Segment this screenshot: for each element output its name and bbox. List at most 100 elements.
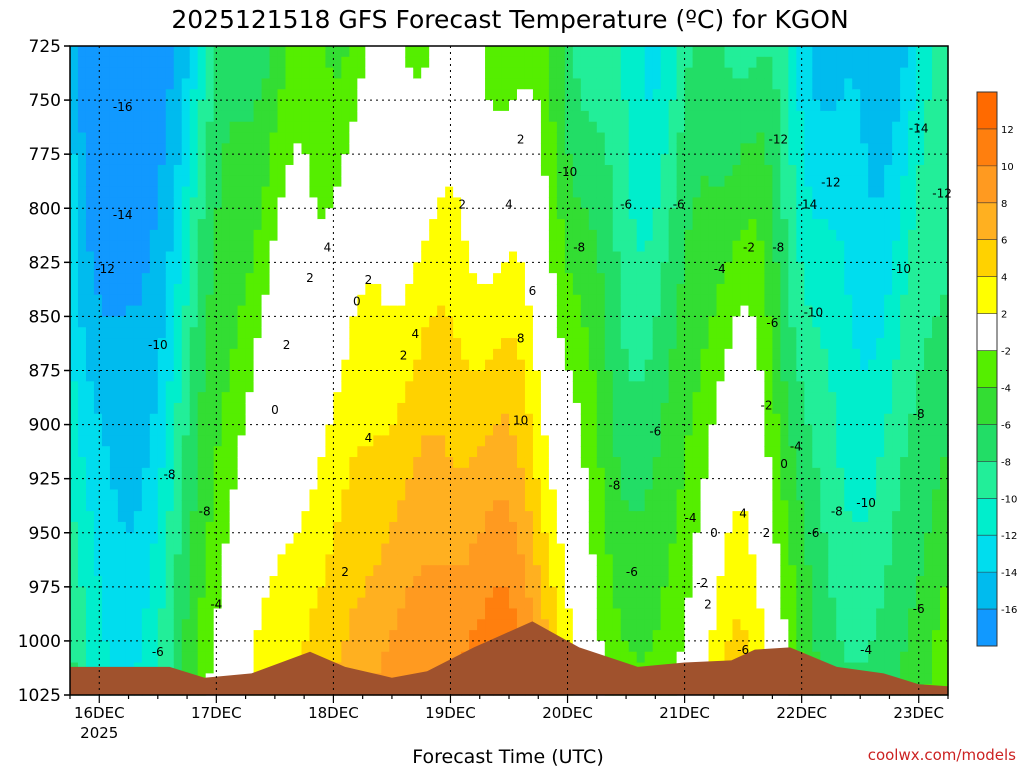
field-cell [532,597,542,610]
field-cell [532,489,542,501]
field-cell [333,110,342,123]
field-cell [724,262,734,274]
field-cell [173,273,183,285]
field-cell [716,316,726,328]
field-cell [429,164,438,177]
field-cell [285,56,295,69]
field-cell [668,576,678,588]
field-cell [644,240,654,253]
field-cell [413,338,422,350]
field-cell [381,132,390,144]
field-cell [524,597,534,610]
field-cell [85,597,95,610]
field-cell [604,348,614,361]
field-cell [540,186,550,199]
field-cell [341,121,350,134]
field-cell [165,294,175,307]
field-cell [588,283,598,296]
field-cell [93,273,103,285]
field-cell [588,640,598,653]
field-cell [724,283,734,296]
field-cell [341,273,350,285]
field-cell [477,219,486,231]
field-cell [213,240,223,253]
field-cell [548,240,558,253]
field-cell [221,78,231,90]
field-cell [429,424,438,436]
field-cell [70,478,79,491]
field-cell [469,554,478,566]
field-cell [301,489,311,501]
field-cell [381,154,390,166]
field-cell [620,467,630,480]
field-cell [596,521,606,534]
field-cell [524,67,534,80]
field-cell [70,78,79,90]
field-cell [716,348,726,361]
field-cell [301,500,311,512]
field-cell [524,229,534,242]
field-cell [277,467,287,480]
field-cell [117,608,127,620]
field-cell [453,283,462,296]
field-cell [644,219,654,231]
field-cell [501,554,510,566]
field-cell [516,381,526,393]
field-cell [125,619,135,631]
field-cell [708,630,718,642]
field-cell [141,273,151,285]
field-cell [540,392,550,404]
field-cell [133,78,143,90]
field-cell [429,240,438,253]
field-cell [173,489,183,501]
field-cell [588,186,598,199]
field-cell [149,651,159,664]
field-cell [269,251,279,263]
field-cell [381,208,390,220]
field-cell [293,132,303,144]
field-cell [405,424,414,436]
field-cell [676,500,686,512]
field-cell [493,316,502,328]
field-cell [365,197,374,209]
field-cell [461,381,470,393]
field-cell [85,251,95,263]
field-cell [692,186,702,199]
field-cell [469,143,478,155]
field-cell [213,413,223,426]
field-cell [397,435,406,447]
field-cell [620,381,630,393]
field-cell [277,67,287,80]
field-cell [620,370,630,382]
field-cell [109,392,119,404]
field-cell [501,489,510,501]
field-cell [580,348,590,361]
field-cell [85,67,95,80]
field-cell [485,273,494,285]
field-cell [469,305,478,318]
field-cell [676,435,686,447]
field-cell [261,446,271,458]
field-cell [676,630,686,642]
field-cell [397,89,406,101]
field-cell [485,489,494,501]
field-cell [197,78,207,90]
field-cell [453,316,462,328]
field-cell [453,56,462,69]
field-cell [253,208,263,220]
field-cell [317,164,327,177]
field-cell [381,640,390,653]
field-cell [564,446,574,458]
field-cell [477,89,486,101]
field-cell [277,402,287,415]
field-cell [572,446,582,458]
field-cell [117,478,127,491]
field-cell [612,251,622,263]
field-cell [596,511,606,523]
field-cell [333,435,342,447]
field-cell [620,348,630,361]
field-cell [317,338,327,350]
field-cell [676,478,686,491]
field-cell [548,143,558,155]
field-cell [173,630,183,642]
